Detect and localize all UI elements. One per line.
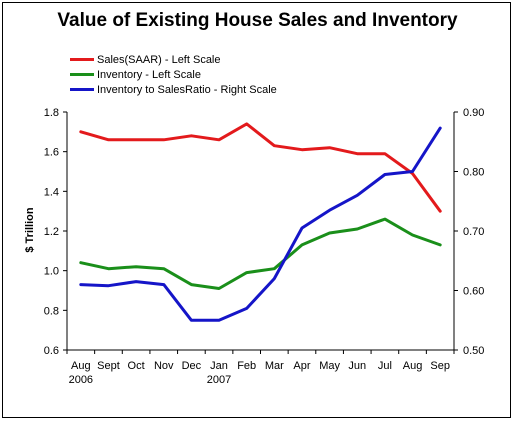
x-tick-label: Dec: [182, 360, 202, 372]
x-tick-label: Aug: [403, 360, 423, 372]
x-tick-label: Apr: [293, 360, 310, 372]
y-tick-label-right: 0.80: [463, 167, 484, 179]
legend-label-inventory: Inventory - Left Scale: [97, 68, 201, 81]
chart-title: Value of Existing House Sales and Invent…: [57, 10, 458, 31]
y-tick-label-right: 0.50: [463, 345, 484, 357]
x-tick-label: Sept: [97, 360, 120, 372]
y-tick-label-right: 0.90: [463, 107, 484, 119]
series-line-0: [79, 122, 442, 213]
legend-label-sales: Sales(SAAR) - Left Scale: [97, 53, 221, 66]
x-year-label: 2007: [207, 374, 231, 386]
legend-label-ratio: Inventory to SalesRatio - Right Scale: [97, 83, 277, 96]
legend-item-ratio: Inventory to SalesRatio - Right Scale: [70, 82, 277, 97]
x-tick-label: Mar: [265, 360, 284, 372]
y-tick-label-left: 1.0: [44, 266, 59, 278]
y-tick-label-right: 0.60: [463, 286, 484, 298]
legend-swatch-sales: [70, 58, 94, 61]
legend-swatch-ratio: [70, 88, 94, 91]
x-tick-label: Jul: [378, 360, 392, 372]
x-tick-label: Jan: [210, 360, 228, 372]
legend-swatch-inventory: [70, 73, 94, 76]
x-tick-label: Nov: [154, 360, 174, 372]
x-tick-label: Sep: [430, 360, 450, 372]
y-tick-label-right: 0.70: [463, 226, 484, 238]
y-tick-label-left: 1.2: [44, 226, 59, 238]
series-line-1: [79, 217, 442, 290]
y-tick-label-left: 1.6: [44, 147, 59, 159]
x-tick-label: Aug: [71, 360, 91, 372]
y-tick-label-left: 1.8: [44, 107, 59, 119]
legend: Sales(SAAR) - Left Scale Inventory - Lef…: [70, 52, 277, 97]
x-tick-label: Oct: [128, 360, 145, 372]
legend-item-sales: Sales(SAAR) - Left Scale: [70, 52, 277, 67]
y-tick-label-left: 0.6: [44, 345, 59, 357]
y-tick-label-left: 1.4: [44, 186, 59, 198]
x-tick-label: Feb: [237, 360, 256, 372]
x-tick-label: May: [319, 360, 340, 372]
series-line-2: [79, 126, 442, 322]
x-year-label: 2006: [69, 374, 93, 386]
chart-frame: [2, 2, 511, 418]
legend-item-inventory: Inventory - Left Scale: [70, 67, 277, 82]
y-tick-label-left: 0.8: [44, 305, 59, 317]
x-tick-label: Jun: [348, 360, 366, 372]
